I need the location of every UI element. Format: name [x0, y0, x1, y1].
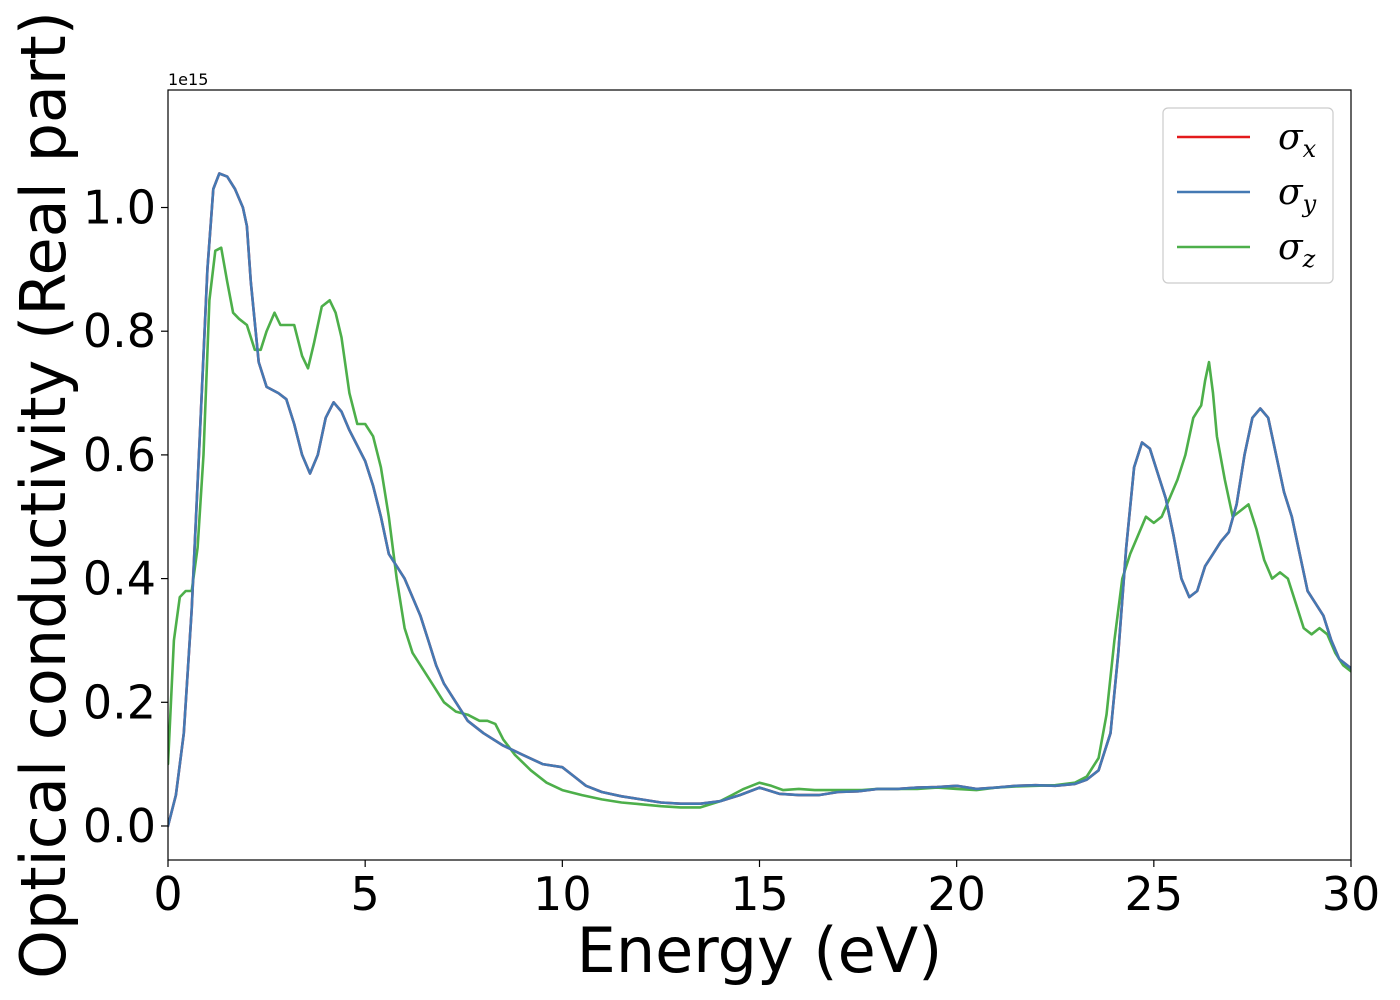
- y-axis-offset-label: 1e15: [168, 70, 208, 89]
- x-tick-label: 10: [533, 867, 592, 921]
- x-axis-title: Energy (eV): [577, 914, 943, 987]
- legend-label-base: σ: [1278, 172, 1304, 213]
- x-axis-ticks: 0 5 10 15 20 25 30: [153, 860, 1380, 921]
- x-tick-label: 30: [1322, 867, 1381, 921]
- y-tick-label: 0.4: [83, 552, 156, 606]
- x-tick-label: 0: [153, 867, 182, 921]
- legend-label-sub: x: [1303, 135, 1317, 163]
- legend-label-y: σy: [1278, 172, 1317, 218]
- y-tick-label: 1.0: [83, 181, 156, 235]
- legend-box: [1162, 107, 1334, 284]
- legend-label-sub: y: [1302, 190, 1317, 218]
- y-tick-label: 0.0: [83, 799, 156, 853]
- x-tick-label: 15: [730, 867, 789, 921]
- y-tick-label: 0.2: [83, 675, 156, 729]
- legend-label-z: σz: [1278, 227, 1316, 273]
- x-tick-label: 25: [1125, 867, 1184, 921]
- y-axis-ticks: 0.0 0.2 0.4 0.6 0.8 1.0: [83, 181, 168, 853]
- y-tick-label: 0.6: [83, 428, 156, 482]
- legend-label-sub: z: [1302, 245, 1316, 273]
- series-line-z: [168, 246, 1351, 809]
- y-axis-title: Optical conductivity (Real part): [7, 11, 80, 979]
- x-tick-label: 5: [351, 867, 380, 921]
- legend-label-base: σ: [1278, 117, 1304, 158]
- x-tick-label: 20: [927, 867, 986, 921]
- legend-label-base: σ: [1278, 227, 1304, 268]
- legend-label-x: σx: [1278, 117, 1317, 163]
- y-tick-label: 0.8: [83, 304, 156, 358]
- series-layer: [168, 172, 1351, 828]
- series-line-y: [168, 172, 1351, 828]
